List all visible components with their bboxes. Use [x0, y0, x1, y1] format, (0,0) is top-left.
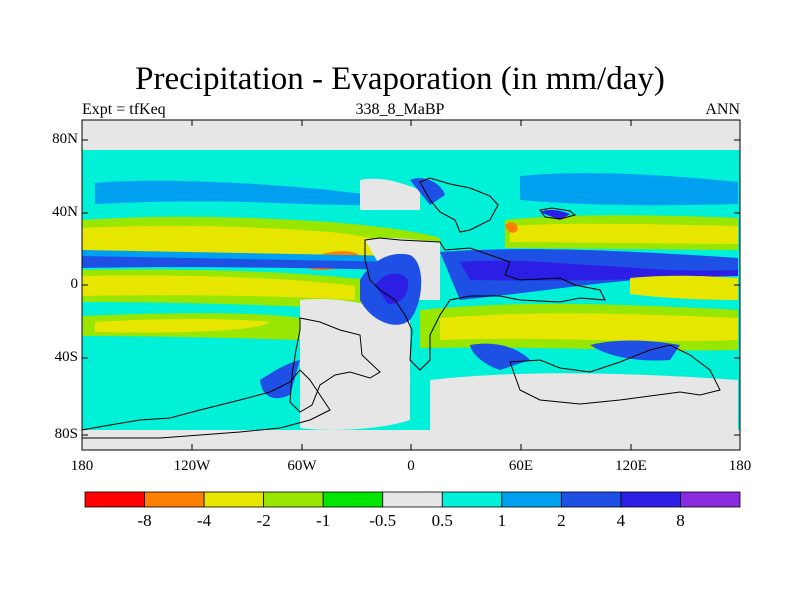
- lon-tick-label: 60W: [287, 458, 317, 474]
- coastlines: [82, 177, 721, 439]
- colorbar-swatch: [560, 491, 622, 508]
- map-field: [82, 120, 740, 450]
- north-wet-band: [95, 180, 395, 206]
- colorbar-label: 4: [616, 511, 626, 530]
- season-label: ANN: [705, 101, 740, 118]
- southwest-wet-blob: [260, 360, 300, 399]
- atlantic-neutral: [300, 299, 410, 430]
- itcz-east-core: [460, 260, 738, 281]
- southern-ocean-neutral: [430, 373, 738, 430]
- lat-tick-label: 40N: [52, 204, 78, 220]
- northeast-wet-core: [540, 209, 570, 220]
- colorbar: [84, 491, 741, 508]
- antarctic-neutral-band: [82, 430, 740, 450]
- colorbar-label: -8: [137, 511, 152, 530]
- colorbar-swatch: [144, 491, 205, 508]
- north-wet-band-east: [520, 173, 738, 206]
- colorbar-label: -1: [316, 511, 331, 530]
- lat-tick-label: 80S: [54, 426, 78, 442]
- lat-tick-label: 80N: [52, 131, 78, 147]
- lon-tick-label: 180: [728, 458, 752, 474]
- equatorial-dry-east: [630, 275, 738, 300]
- lon-tick-label: 60E: [508, 458, 534, 474]
- colorbar-swatch: [203, 491, 265, 508]
- southeast-wet-blob: [590, 340, 680, 361]
- colorbar-swatch: [680, 491, 741, 508]
- colorbar-swatch: [501, 491, 562, 508]
- lon-tick-label: 120E: [615, 458, 647, 474]
- lon-tick-label: 120W: [173, 458, 211, 474]
- colorbar-label: -2: [256, 511, 271, 530]
- case-label: 338_8_MaBP: [355, 101, 445, 118]
- experiment-label: Expt = tfKeq: [82, 101, 166, 118]
- colorbar-swatch: [620, 491, 681, 508]
- northeast-dry-core: [505, 222, 518, 233]
- south-wet-blob: [470, 343, 530, 370]
- colorbar-label: 0.5: [431, 511, 453, 530]
- south-dry-core-east: [440, 313, 738, 342]
- itcz-west-edge: [82, 250, 400, 262]
- axis-tick-marks: [81, 120, 741, 450]
- continent-wet-west-core: [375, 273, 409, 305]
- lon-tick-label: 0: [407, 458, 415, 474]
- colorbar-swatch: [441, 491, 503, 508]
- north-wet-blob: [410, 178, 445, 205]
- colorbar-label: -4: [196, 511, 212, 530]
- europe-neutral: [360, 178, 420, 210]
- colorbar-label: 1: [497, 511, 507, 530]
- lat-tick-label: 0: [70, 276, 79, 292]
- colorbar-label: 8: [676, 511, 685, 530]
- map-title: Precipitation - Evaporation (in mm/day): [135, 61, 665, 97]
- colorbar-label: -0.5: [369, 511, 397, 530]
- colorbar-swatch: [84, 491, 145, 508]
- lat-tick-label: 40S: [54, 349, 78, 365]
- equatorial-dry: [82, 275, 355, 300]
- south-dry-core-west: [95, 319, 270, 333]
- colorbar-swatch: [382, 491, 443, 508]
- lon-tick-label: 180: [70, 458, 94, 474]
- north-dry-belt-east: [510, 223, 738, 244]
- colorbar-swatch: [263, 491, 324, 508]
- colorbar-label: 2: [557, 511, 566, 530]
- colorbar-swatch: [322, 491, 384, 508]
